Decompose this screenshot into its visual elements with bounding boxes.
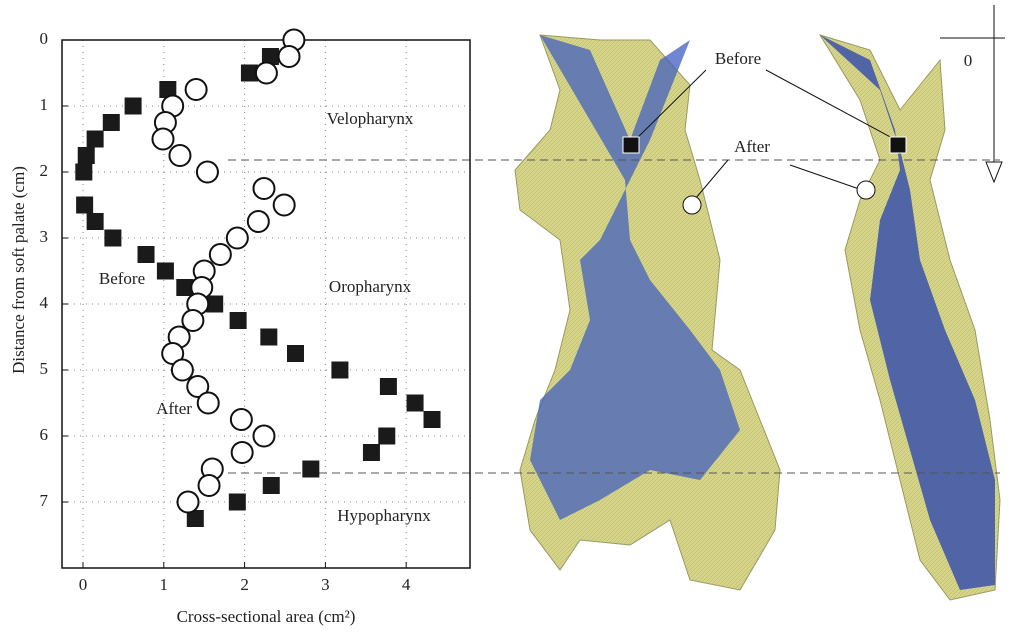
square-marker xyxy=(156,262,174,280)
y-tick-label: 2 xyxy=(40,161,49,180)
square-marker xyxy=(302,460,320,478)
square-marker xyxy=(362,444,380,461)
y-tick-label: 1 xyxy=(40,95,49,114)
x-axis-title: Cross-sectional area (cm²) xyxy=(177,607,356,626)
square-marker xyxy=(423,411,441,428)
y-tick-label: 4 xyxy=(40,293,49,312)
arrow-head xyxy=(985,161,1003,184)
airway-render-front xyxy=(514,34,781,591)
square-marker xyxy=(262,477,280,494)
figure-callouts xyxy=(622,5,1005,215)
callout-line xyxy=(765,69,897,141)
square-marker xyxy=(331,361,349,379)
callout-line xyxy=(629,69,707,146)
circle-marker xyxy=(181,309,205,332)
square-marker xyxy=(240,64,258,82)
y-tick-label: 0 xyxy=(40,29,49,48)
square-marker xyxy=(137,246,155,263)
callout-line xyxy=(789,164,863,191)
circle-marker xyxy=(176,490,200,514)
square-marker xyxy=(260,328,278,346)
circle-marker xyxy=(195,160,219,184)
before-marker xyxy=(622,136,640,154)
before-marker xyxy=(889,136,907,154)
square-marker xyxy=(406,394,424,412)
plot: 0 1 2 3 4 0 1 2 3 4 5 6 7 xyxy=(40,28,471,594)
square-marker xyxy=(176,279,194,296)
square-marker xyxy=(124,97,142,115)
square-marker xyxy=(206,295,224,313)
square-marker xyxy=(104,229,122,247)
circle-marker xyxy=(168,144,192,167)
y-axis-title: Distance from soft palate (cm) xyxy=(9,166,28,374)
circle-marker xyxy=(151,127,175,151)
circle-marker xyxy=(208,243,232,266)
y-tick-label: 3 xyxy=(40,227,49,246)
region-dividers xyxy=(228,159,1000,474)
series-annotation: After xyxy=(156,399,192,418)
circle-marker xyxy=(230,441,254,464)
figure-label: After xyxy=(734,137,770,156)
x-tick-label: 3 xyxy=(321,575,330,594)
circle-marker xyxy=(277,45,301,68)
square-marker xyxy=(186,510,204,527)
x-tick-label: 0 xyxy=(79,575,88,594)
square-marker xyxy=(77,147,95,164)
circle-marker xyxy=(196,391,220,415)
circle-marker xyxy=(246,210,270,233)
x-tick-label: 1 xyxy=(160,575,169,594)
circle-marker xyxy=(184,78,208,101)
plot-frame xyxy=(61,39,471,569)
series-annotation: Before xyxy=(99,269,145,288)
square-marker xyxy=(86,130,104,148)
after-marker xyxy=(856,180,876,200)
circle-marker xyxy=(252,424,276,448)
square-marker xyxy=(286,345,304,362)
square-marker xyxy=(159,81,177,98)
circle-marker xyxy=(272,193,296,217)
y-tick-label: 7 xyxy=(40,491,49,510)
figure-label: 0 xyxy=(964,51,973,70)
square-marker xyxy=(261,48,279,65)
circle-marker xyxy=(254,61,278,85)
x-tick-label: 2 xyxy=(240,575,249,594)
circle-marker xyxy=(229,408,253,431)
square-marker xyxy=(76,196,94,214)
airway-render-side xyxy=(818,34,1001,601)
square-marker xyxy=(86,213,104,230)
square-marker xyxy=(228,493,246,511)
after-marker xyxy=(682,195,702,215)
square-marker xyxy=(379,378,397,395)
square-marker xyxy=(378,427,396,445)
figure-label: Before xyxy=(715,49,761,68)
y-tick-label: 5 xyxy=(40,359,49,378)
square-marker xyxy=(75,163,93,181)
square-marker xyxy=(102,114,120,131)
circle-marker xyxy=(197,474,221,497)
region-label: Velopharynx xyxy=(327,109,414,128)
square-marker xyxy=(229,312,247,329)
circle-marker xyxy=(186,375,210,398)
circle-marker xyxy=(170,358,194,382)
circle-marker xyxy=(225,226,249,250)
region-label: Hypopharynx xyxy=(337,506,431,525)
x-tick-label: 4 xyxy=(402,575,411,594)
y-tick-label: 6 xyxy=(40,425,49,444)
region-label: Oropharynx xyxy=(329,277,412,296)
circle-marker xyxy=(252,177,276,200)
